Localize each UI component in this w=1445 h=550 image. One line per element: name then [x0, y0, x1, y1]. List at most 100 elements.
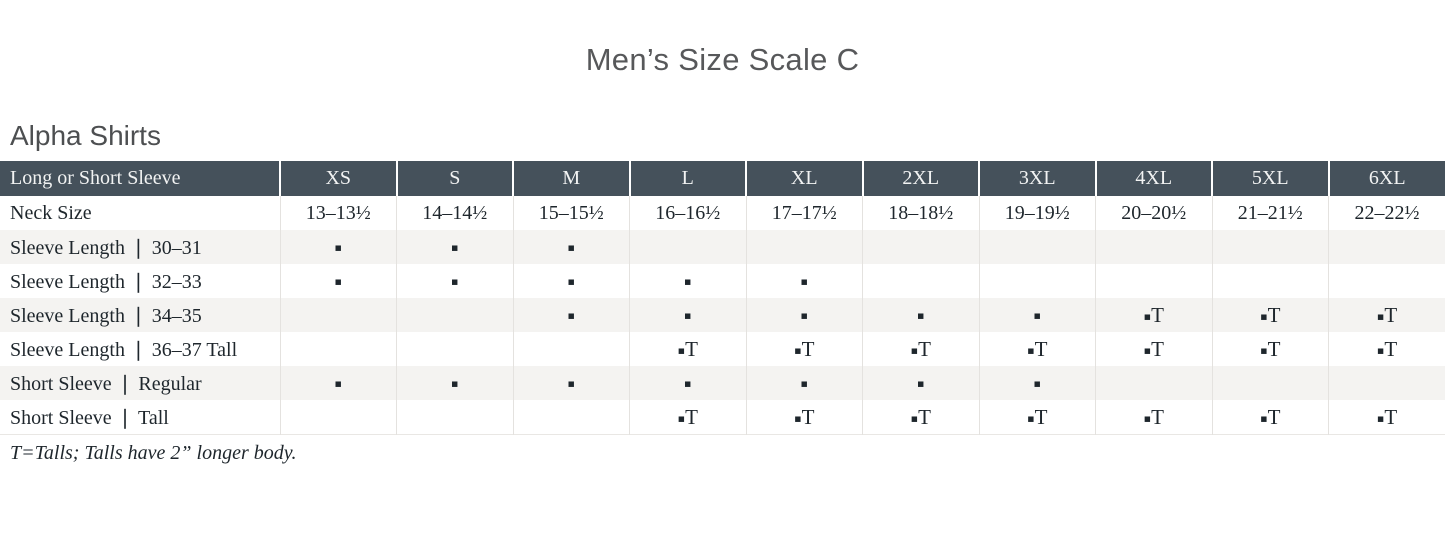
size-cell: [1212, 230, 1329, 264]
header-cell-size: XS: [280, 161, 397, 196]
header-cell-size: L: [630, 161, 747, 196]
tall-marker-letter: T: [1151, 337, 1164, 361]
tall-dot-marker: ▪: [1144, 310, 1151, 323]
dot-marker: ▪: [568, 377, 575, 390]
tall-dot-marker: ▪: [1260, 412, 1267, 425]
tall-dot-marker: ▪: [1144, 412, 1151, 425]
dot-marker: ▪: [801, 275, 808, 288]
size-cell: [863, 230, 980, 264]
dot-marker: ▪: [801, 377, 808, 390]
row-label: Sleeve Length ❘ 36–37 Tall: [0, 332, 280, 366]
size-cell: [1329, 264, 1445, 298]
size-cell: ▪: [979, 298, 1096, 332]
header-cell-size: 6XL: [1329, 161, 1445, 196]
size-cell: 17–17½: [746, 196, 863, 230]
header-cell-size: 2XL: [863, 161, 980, 196]
page-title: Men’s Size Scale C: [0, 44, 1445, 75]
tall-marker-letter: T: [685, 405, 698, 429]
tall-marker-letter: T: [1384, 337, 1397, 361]
tall-dot-marker: ▪: [794, 344, 801, 357]
size-cell: ▪: [397, 230, 514, 264]
dot-marker: ▪: [684, 275, 691, 288]
size-cell: ▪: [630, 264, 747, 298]
size-cell: [280, 332, 397, 366]
row-label: Short Sleeve ❘ Regular: [0, 366, 280, 400]
dot-marker: ▪: [684, 309, 691, 322]
size-cell: 18–18½: [863, 196, 980, 230]
table-row: Sleeve Length ❘ 34–35▪▪▪▪▪▪T▪T▪T: [0, 298, 1445, 332]
size-cell: 16–16½: [630, 196, 747, 230]
size-cell: ▪T: [863, 400, 980, 435]
tall-marker-letter: T: [802, 405, 815, 429]
size-cell: [630, 230, 747, 264]
size-cell: 19–19½: [979, 196, 1096, 230]
tall-dot-marker: ▪: [678, 344, 685, 357]
size-cell: [397, 298, 514, 332]
size-cell: 20–20½: [1096, 196, 1213, 230]
tall-marker-letter: T: [685, 337, 698, 361]
tall-dot-marker: ▪: [678, 412, 685, 425]
dot-marker: ▪: [335, 275, 342, 288]
header-cell-size: 4XL: [1096, 161, 1213, 196]
size-cell: ▪T: [1096, 400, 1213, 435]
size-cell: ▪T: [746, 400, 863, 435]
size-cell: ▪: [979, 366, 1096, 400]
dot-marker: ▪: [451, 377, 458, 390]
size-cell: ▪: [513, 230, 630, 264]
size-cell: ▪T: [979, 400, 1096, 435]
size-cell: [1329, 230, 1445, 264]
dot-marker: ▪: [1034, 377, 1041, 390]
size-cell: 13–13½: [280, 196, 397, 230]
dot-marker: ▪: [451, 275, 458, 288]
tall-dot-marker: ▪: [1260, 310, 1267, 323]
header-cell-size: 3XL: [979, 161, 1096, 196]
size-cell: [1096, 366, 1213, 400]
size-cell: [1212, 366, 1329, 400]
tall-marker-letter: T: [1384, 405, 1397, 429]
table-row: Short Sleeve ❘ Regular▪▪▪▪▪▪▪: [0, 366, 1445, 400]
footnote: T=Talls; Talls have 2” longer body.: [0, 442, 1445, 465]
size-cell: ▪T: [1212, 332, 1329, 366]
size-cell: ▪T: [1329, 298, 1445, 332]
size-cell: ▪: [280, 230, 397, 264]
size-cell: ▪: [280, 264, 397, 298]
table-row: Sleeve Length ❘ 30–31▪▪▪: [0, 230, 1445, 264]
size-cell: ▪: [513, 298, 630, 332]
size-cell: ▪: [630, 366, 747, 400]
dot-marker: ▪: [568, 275, 575, 288]
size-cell: [979, 264, 1096, 298]
table-row: Sleeve Length ❘ 32–33▪▪▪▪▪: [0, 264, 1445, 298]
row-label: Sleeve Length ❘ 30–31: [0, 230, 280, 264]
size-cell: [397, 332, 514, 366]
size-cell: ▪T: [1212, 298, 1329, 332]
dot-marker: ▪: [917, 377, 924, 390]
tall-dot-marker: ▪: [1260, 344, 1267, 357]
tall-dot-marker: ▪: [1027, 412, 1034, 425]
size-cell: ▪T: [1329, 400, 1445, 435]
size-cell: [1096, 230, 1213, 264]
table-row: Short Sleeve ❘ Tall▪T▪T▪T▪T▪T▪T▪T: [0, 400, 1445, 435]
size-cell: ▪: [863, 298, 980, 332]
tall-marker-letter: T: [1151, 303, 1164, 327]
table-row: Sleeve Length ❘ 36–37 Tall▪T▪T▪T▪T▪T▪T▪T: [0, 332, 1445, 366]
size-cell: [1329, 366, 1445, 400]
size-cell: ▪: [513, 264, 630, 298]
size-cell: [746, 230, 863, 264]
header-cell-size: S: [397, 161, 514, 196]
size-cell: [397, 400, 514, 435]
dot-marker: ▪: [1034, 309, 1041, 322]
size-cell: [513, 400, 630, 435]
size-cell: [513, 332, 630, 366]
size-cell: 15–15½: [513, 196, 630, 230]
dot-marker: ▪: [917, 309, 924, 322]
size-cell: ▪T: [1329, 332, 1445, 366]
tall-marker-letter: T: [1268, 405, 1281, 429]
size-cell: ▪T: [1096, 332, 1213, 366]
tall-dot-marker: ▪: [911, 412, 918, 425]
tall-marker-letter: T: [918, 337, 931, 361]
tall-marker-letter: T: [1268, 337, 1281, 361]
section-heading: Alpha Shirts: [0, 121, 1445, 151]
tall-marker-letter: T: [1384, 303, 1397, 327]
